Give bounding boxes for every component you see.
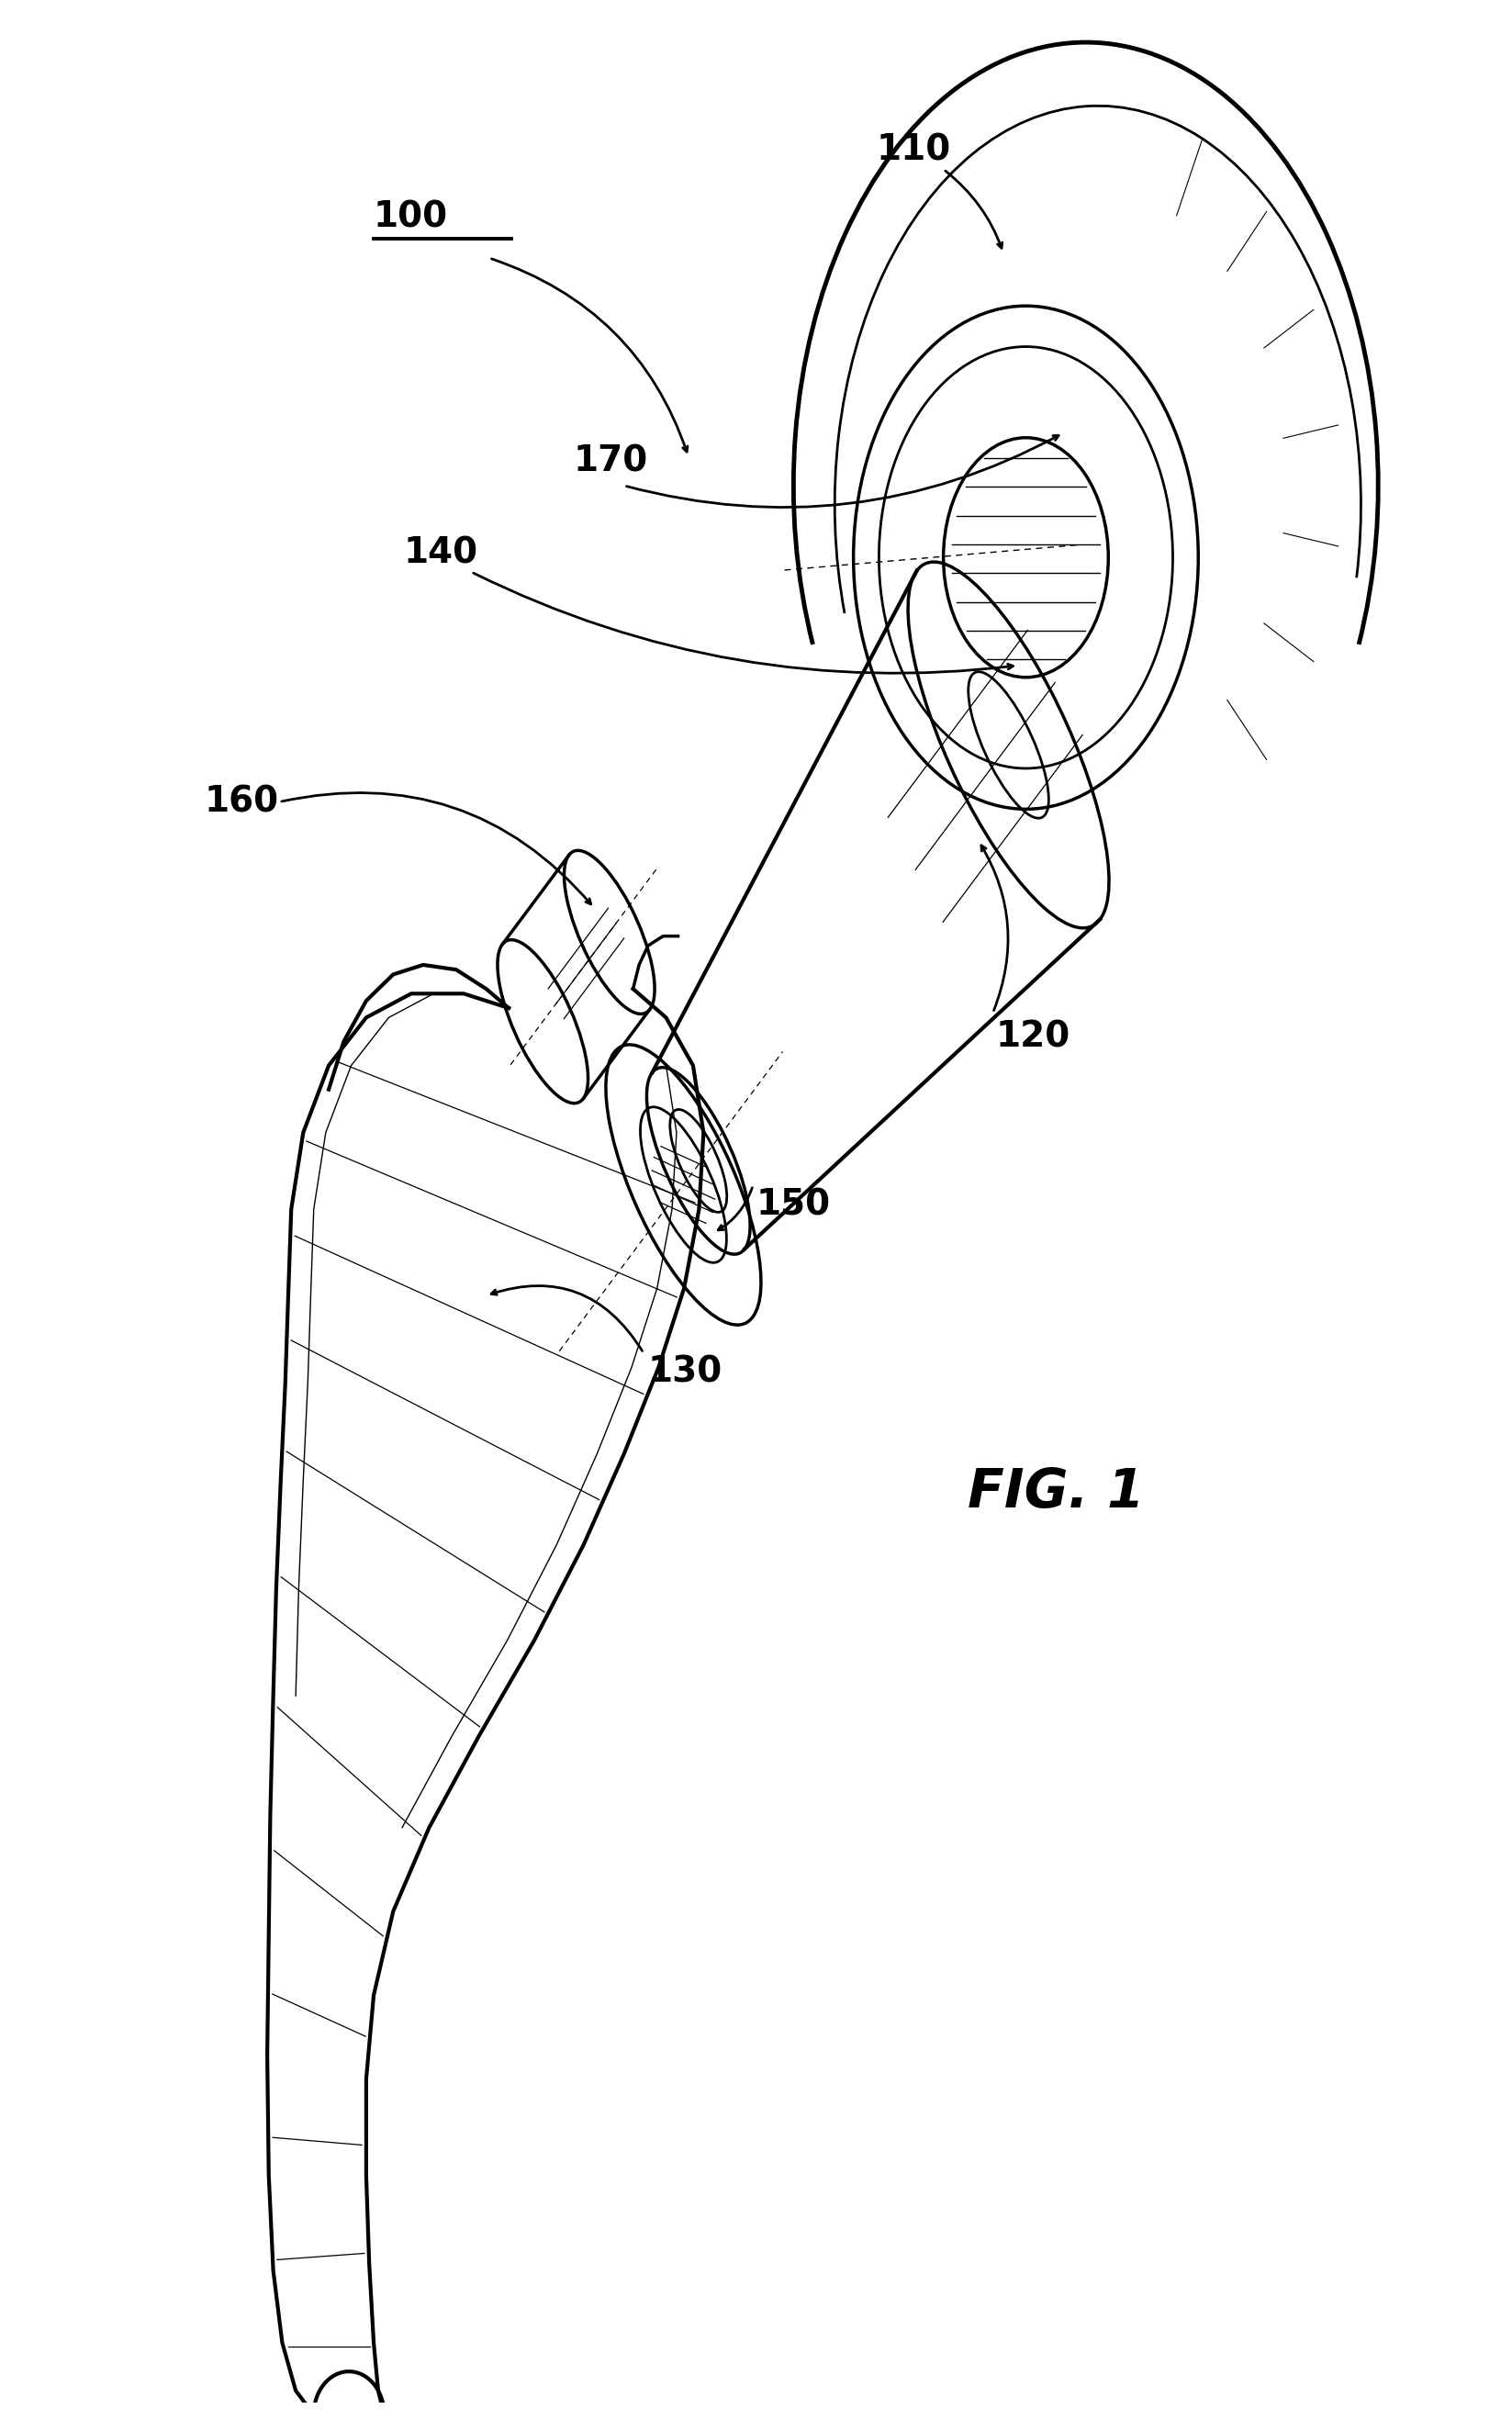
Text: 100: 100 <box>373 200 448 234</box>
Text: 170: 170 <box>573 443 647 479</box>
Text: 120: 120 <box>996 1019 1070 1055</box>
Text: 160: 160 <box>204 785 278 819</box>
Text: FIG. 1: FIG. 1 <box>968 1467 1145 1518</box>
Text: 150: 150 <box>756 1188 830 1221</box>
Text: 140: 140 <box>404 535 478 571</box>
Text: 130: 130 <box>649 1354 723 1390</box>
Text: 110: 110 <box>875 132 951 169</box>
